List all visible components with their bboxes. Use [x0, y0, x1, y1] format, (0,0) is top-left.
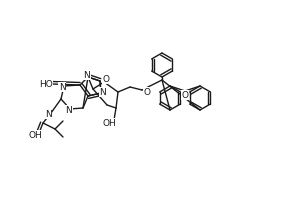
Text: N: N — [100, 88, 106, 96]
Text: OH: OH — [102, 118, 116, 128]
Text: N: N — [59, 83, 65, 91]
Text: OH: OH — [28, 130, 42, 140]
Text: N: N — [83, 70, 90, 80]
Text: O: O — [143, 88, 150, 96]
Text: N: N — [65, 106, 72, 114]
Text: N: N — [45, 109, 51, 118]
Text: HO: HO — [39, 80, 53, 89]
Text: O: O — [102, 74, 109, 84]
Text: O: O — [181, 90, 189, 100]
